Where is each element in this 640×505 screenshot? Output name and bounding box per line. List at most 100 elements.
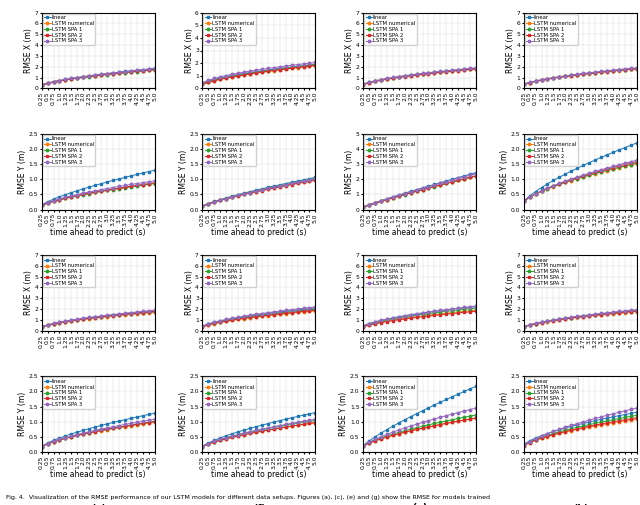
LSTM SPA 1 xyxy=(359,443,367,449)
LSTM SPA 1 xyxy=(556,316,563,322)
LSTM SPA 3 xyxy=(139,180,147,186)
linear xyxy=(371,78,379,84)
LSTM SPA 2 xyxy=(442,311,450,317)
LSTM SPA 1 xyxy=(115,185,123,191)
LSTM SPA 2 xyxy=(68,76,76,82)
LSTM SPA 2 xyxy=(50,198,58,205)
linear xyxy=(424,309,432,315)
linear xyxy=(407,414,415,420)
linear xyxy=(222,433,230,439)
LSTM SPA 1 xyxy=(615,164,623,170)
LSTM SPA 3 xyxy=(97,313,105,319)
linear xyxy=(431,181,438,187)
LSTM SPA 1 xyxy=(568,426,575,432)
Line: linear: linear xyxy=(362,305,477,327)
LSTM SPA 1 xyxy=(103,72,111,78)
LSTM numerical xyxy=(383,76,390,82)
LSTM numerical xyxy=(424,312,432,318)
LSTM SPA 1 xyxy=(532,78,540,84)
LSTM SPA 2 xyxy=(109,186,117,192)
LSTM numerical xyxy=(133,182,141,188)
LSTM SPA 1 xyxy=(300,308,307,314)
LSTM SPA 2 xyxy=(597,421,605,427)
LSTM SPA 2 xyxy=(603,311,611,317)
linear xyxy=(234,191,242,197)
linear xyxy=(573,72,581,78)
LSTM SPA 1 xyxy=(525,439,533,445)
LSTM SPA 1 xyxy=(615,309,623,315)
LSTM SPA 1 xyxy=(436,309,444,315)
LSTM SPA 2 xyxy=(145,309,153,315)
LSTM SPA 3 xyxy=(591,69,599,75)
LSTM numerical xyxy=(300,179,307,185)
LSTM numerical xyxy=(561,429,569,435)
LSTM SPA 1 xyxy=(270,67,278,73)
LSTM SPA 1 xyxy=(627,308,635,314)
LSTM numerical xyxy=(532,437,540,443)
LSTM SPA 1 xyxy=(413,72,420,78)
X-axis label: time ahead to predict (s): time ahead to predict (s) xyxy=(51,228,146,237)
LSTM SPA 3 xyxy=(264,310,271,316)
LSTM SPA 2 xyxy=(436,182,444,188)
linear xyxy=(454,306,462,312)
linear xyxy=(50,196,58,202)
LSTM SPA 2 xyxy=(85,315,93,321)
LSTM SPA 1 xyxy=(442,418,450,424)
linear xyxy=(198,80,206,86)
Line: LSTM numerical: LSTM numerical xyxy=(40,311,156,328)
LSTM numerical xyxy=(240,316,248,322)
LSTM SPA 1 xyxy=(294,64,301,70)
linear xyxy=(74,317,81,323)
Line: LSTM SPA 2: LSTM SPA 2 xyxy=(201,309,317,328)
LSTM SPA 1 xyxy=(61,435,69,441)
LSTM numerical xyxy=(401,315,408,321)
LSTM SPA 1 xyxy=(234,72,242,78)
LSTM SPA 2 xyxy=(56,78,63,84)
LSTM numerical xyxy=(431,70,438,76)
LSTM SPA 3 xyxy=(431,416,438,422)
linear xyxy=(252,424,260,430)
LSTM SPA 1 xyxy=(627,162,635,168)
LSTM numerical xyxy=(61,319,69,325)
LSTM SPA 1 xyxy=(211,77,218,83)
LSTM numerical xyxy=(294,180,301,186)
LSTM SPA 1 xyxy=(145,419,153,425)
Line: LSTM SPA 2: LSTM SPA 2 xyxy=(40,421,156,448)
LSTM SPA 2 xyxy=(127,69,135,75)
LSTM SPA 1 xyxy=(270,311,278,317)
linear xyxy=(294,414,301,420)
LSTM SPA 2 xyxy=(579,71,587,77)
LSTM SPA 3 xyxy=(228,71,236,77)
linear xyxy=(460,67,468,73)
LSTM SPA 2 xyxy=(74,192,81,198)
LSTM SPA 2 xyxy=(228,194,236,200)
LSTM SPA 3 xyxy=(467,172,474,178)
LSTM SPA 3 xyxy=(413,71,420,77)
LSTM SPA 3 xyxy=(216,74,224,80)
LSTM SPA 1 xyxy=(543,186,551,192)
LSTM SPA 2 xyxy=(573,426,581,432)
Line: LSTM SPA 3: LSTM SPA 3 xyxy=(522,159,638,203)
LSTM numerical xyxy=(198,324,206,330)
LSTM SPA 3 xyxy=(211,319,218,325)
LSTM numerical xyxy=(413,314,420,320)
LSTM SPA 2 xyxy=(442,69,450,75)
LSTM numerical xyxy=(449,68,456,74)
linear xyxy=(151,410,159,416)
LSTM SPA 1 xyxy=(145,309,153,315)
LSTM SPA 2 xyxy=(609,419,617,425)
linear xyxy=(377,430,385,436)
LSTM SPA 1 xyxy=(115,70,123,76)
LSTM SPA 1 xyxy=(264,185,271,191)
linear xyxy=(97,181,105,187)
LSTM SPA 1 xyxy=(121,423,129,429)
linear xyxy=(431,70,438,76)
LSTM numerical xyxy=(92,73,99,79)
LSTM SPA 1 xyxy=(79,74,87,80)
LSTM SPA 3 xyxy=(240,313,248,319)
LSTM SPA 1 xyxy=(109,186,117,192)
LSTM numerical xyxy=(246,190,254,196)
LSTM numerical xyxy=(151,67,159,73)
LSTM SPA 2 xyxy=(79,316,87,322)
LSTM SPA 2 xyxy=(121,423,129,429)
